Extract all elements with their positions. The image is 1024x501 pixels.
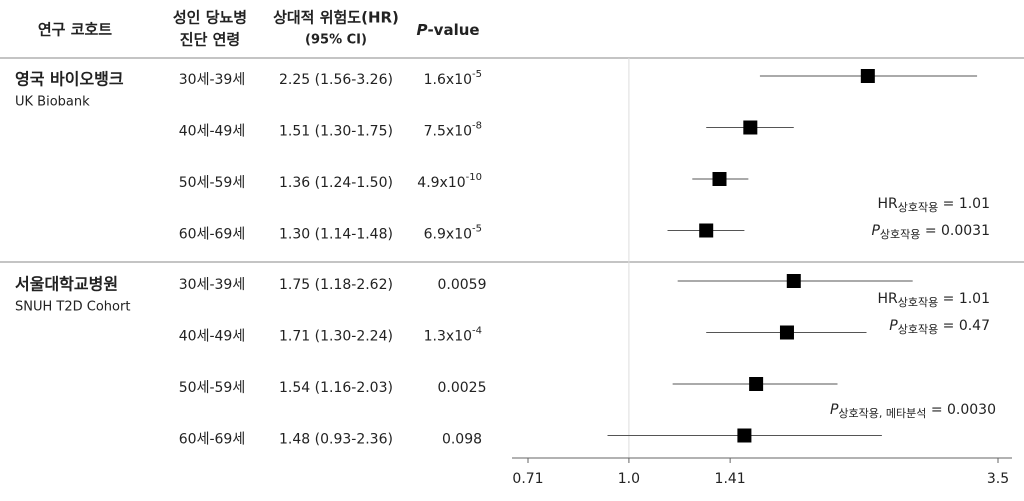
annotation-sub: 상호작용	[898, 296, 938, 309]
p-base: 6.9x10	[424, 227, 472, 243]
hr-marker	[749, 377, 764, 391]
x-tick-label: 3.5	[987, 471, 1009, 487]
x-tick-label: 1.41	[715, 471, 746, 487]
hr-label: 1.30 (1.14-1.48)	[279, 227, 393, 243]
p-header: P-value	[416, 21, 479, 39]
hr-label: 1.54 (1.16-2.03)	[279, 380, 393, 396]
hr-label: 1.36 (1.24-1.50)	[279, 175, 393, 191]
annotation-sub: 상호작용	[898, 323, 938, 336]
annotation-symbol: P	[889, 318, 898, 334]
p-value: 7.5x10-8	[424, 121, 482, 140]
annotation: P상호작용 = 0.0031	[871, 223, 990, 241]
hr-label: 2.25 (1.56-3.26)	[279, 72, 393, 88]
hr-marker	[860, 69, 875, 83]
annotation-symbol: HR	[877, 291, 898, 307]
p-exponent: -5	[472, 69, 482, 80]
hr-header: (95% CI)	[305, 33, 367, 48]
p-exponent: -10	[466, 172, 482, 183]
x-tick-label: 0.71	[512, 471, 543, 487]
annotation: HR상호작용 = 1.01	[877, 291, 990, 309]
p-base: 7.5x10	[424, 124, 472, 140]
hr-label: 1.51 (1.30-1.75)	[279, 124, 393, 140]
annotation-text: = 1.01	[938, 196, 990, 212]
p-base: 1.3x10	[424, 329, 472, 345]
age-label: 60세-69세	[179, 227, 245, 243]
age-label: 40세-49세	[179, 124, 245, 140]
cohort-subname: UK Biobank	[15, 95, 90, 110]
hr-label: 1.75 (1.18-2.62)	[279, 277, 393, 293]
hr-label: 1.71 (1.30-2.24)	[279, 329, 393, 345]
age-label: 50세-59세	[179, 175, 245, 191]
p-value: 6.9x10-5	[424, 224, 482, 243]
age-header: 진단 연령	[180, 31, 240, 49]
annotation: P상호작용 = 0.47	[889, 318, 990, 336]
p-exponent: -4	[472, 326, 482, 337]
p-value: 0.0025	[438, 380, 487, 396]
age-header: 성인 당뇨병	[173, 9, 247, 27]
annotation-text: = 0.0031	[920, 223, 990, 239]
annotation-symbol: HR	[877, 196, 898, 212]
annotation-text: = 1.01	[938, 291, 990, 307]
hr-marker	[743, 120, 758, 135]
hr-label: 1.48 (0.93-2.36)	[279, 432, 393, 448]
p-header-italic: P	[416, 21, 427, 39]
hr-marker	[737, 428, 752, 443]
x-tick-label: 1.0	[618, 471, 640, 487]
annotation-sub: 상호작용	[880, 228, 920, 241]
p-value: 1.3x10-4	[424, 326, 482, 345]
annotation: P상호작용, 메타분석 = 0.0030	[830, 402, 996, 420]
annotation: HR상호작용 = 1.01	[877, 196, 990, 214]
p-value: 0.0059	[438, 277, 487, 293]
annotation-sub: 상호작용	[898, 201, 938, 214]
p-header-rest: -value	[427, 21, 479, 39]
p-exponent: -8	[472, 121, 482, 132]
annotation-symbol: P	[830, 402, 839, 418]
p-value: 4.9x10-10	[417, 172, 482, 191]
age-label: 50세-59세	[179, 380, 245, 396]
cohort-subname: SNUH T2D Cohort	[15, 300, 130, 315]
age-label: 30세-39세	[179, 277, 245, 293]
age-label: 30세-39세	[179, 72, 245, 88]
age-label: 60세-69세	[179, 432, 245, 448]
p-value: 1.6x10-5	[424, 69, 482, 88]
annotation-text: = 0.47	[938, 318, 990, 334]
hr-header: 상대적 위험도(HR)	[273, 9, 399, 27]
annotation-symbol: P	[871, 223, 880, 239]
p-value: 0.098	[442, 432, 482, 448]
hr-marker	[712, 172, 727, 186]
cohort-header: 연구 코호트	[38, 21, 112, 39]
p-exponent: -5	[472, 224, 482, 235]
hr-marker	[699, 223, 714, 238]
cohort-name: 서울대학교병원	[15, 275, 118, 294]
age-label: 40세-49세	[179, 329, 245, 345]
p-base: 1.6x10	[424, 72, 472, 88]
cohort-name: 영국 바이오뱅크	[15, 70, 124, 89]
p-base: 4.9x10	[417, 175, 465, 191]
annotation-sub: 상호작용, 메타분석	[838, 407, 926, 420]
annotation-text: = 0.0030	[926, 402, 996, 418]
hr-marker	[786, 274, 801, 288]
hr-marker	[779, 325, 794, 340]
